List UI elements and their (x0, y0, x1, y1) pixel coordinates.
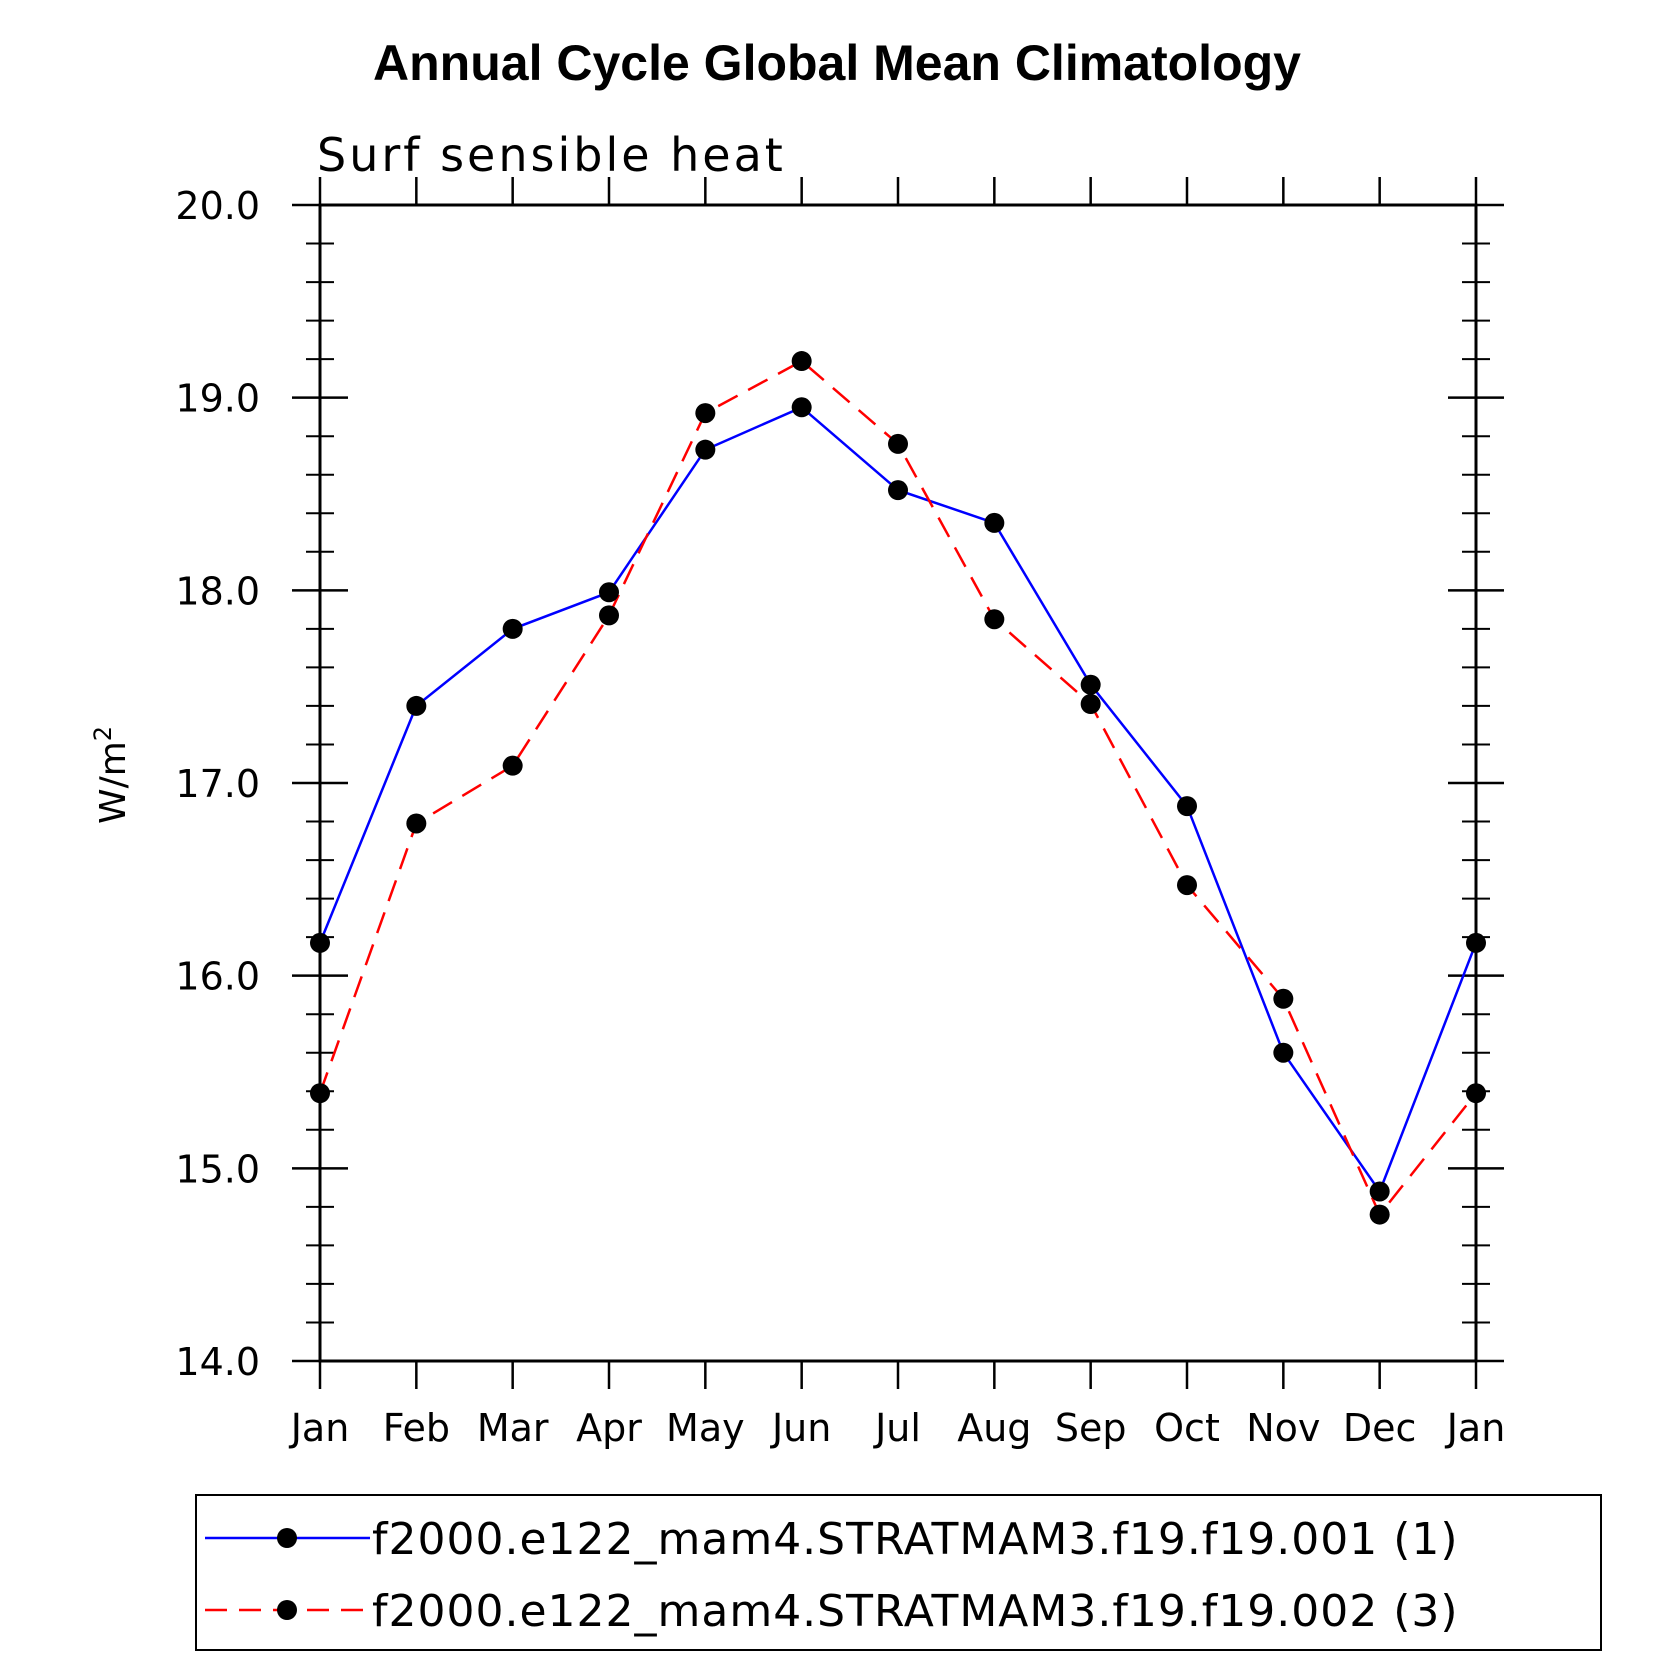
series-1-point (599, 582, 619, 603)
x-tick-label: Jan (289, 1406, 350, 1450)
series-1-point (1080, 674, 1101, 695)
svg-text:W/m2: W/m2 (89, 726, 134, 824)
series-1-point (1177, 796, 1197, 817)
y-tick-label: 15.0 (175, 1147, 260, 1191)
series-1-point (695, 439, 716, 460)
legend-entry-1: f2000.e122_mam4.STRATMAM3.f19.f19.001 (1… (205, 1514, 1459, 1565)
legend-marker-2 (277, 1600, 297, 1620)
y-tick-label: 20.0 (175, 184, 260, 228)
series-2-point (1273, 988, 1294, 1009)
y-axis-label-text: W/m (93, 741, 134, 824)
series-2-point (888, 433, 908, 454)
x-tick-label: Aug (957, 1406, 1031, 1450)
series-1-point (310, 932, 330, 953)
y-tick-label: 18.0 (175, 569, 260, 613)
chart-title: Annual Cycle Global Mean Climatology (373, 35, 1301, 91)
legend-label-1: f2000.e122_mam4.STRATMAM3.f19.f19.001 (1… (372, 1514, 1459, 1565)
series-1-point (1466, 932, 1486, 953)
x-tick-labels: Jan Feb Mar Apr May Jun Jul Aug Sep Oct Nov Dec Jan (289, 1406, 1506, 1450)
series-1-point (1369, 1181, 1390, 1202)
x-tick-label: Apr (576, 1406, 642, 1450)
series-1-point (1273, 1042, 1294, 1063)
series-1-point (791, 397, 812, 418)
y-tick-label: 17.0 (175, 762, 260, 806)
chart-subtitle: Surf sensible heat (317, 128, 786, 182)
series-1-point (888, 480, 908, 501)
series-2-point (1369, 1204, 1390, 1225)
legend-marker-1 (277, 1528, 297, 1548)
y-tick-labels: 14.0 15.0 16.0 17.0 18.0 19.0 20.0 (175, 184, 260, 1384)
y-tick-label: 14.0 (175, 1340, 260, 1384)
legend-label-2: f2000.e122_mam4.STRATMAM3.f19.f19.002 (3… (372, 1586, 1459, 1637)
x-tick-label: Sep (1055, 1406, 1127, 1450)
series-points (310, 351, 1486, 1225)
series-1-point (406, 695, 427, 716)
series-2-point (406, 813, 427, 834)
x-tick-label: May (666, 1406, 745, 1450)
plot-frame (318, 203, 1478, 1363)
x-tick-label: Jan (1445, 1406, 1506, 1450)
series-2-point (984, 609, 1005, 630)
x-tick-label: Mar (477, 1406, 549, 1450)
series-1-point (984, 512, 1005, 533)
series-line-1 (318, 405, 1478, 1195)
series-2-point (599, 605, 619, 626)
series-2-point (310, 1083, 330, 1104)
legend-box (195, 1494, 1602, 1651)
series-2-point (1466, 1083, 1486, 1104)
x-tick-label: Oct (1154, 1406, 1220, 1450)
y-tick-label: 16.0 (175, 955, 260, 999)
series-2-point (695, 403, 716, 424)
y-axis-label: W/m2 (89, 726, 134, 824)
legend-entry-2: f2000.e122_mam4.STRATMAM3.f19.f19.002 (3… (205, 1586, 1459, 1637)
x-tick-label: Dec (1343, 1406, 1417, 1450)
x-tick-label: Feb (383, 1406, 450, 1450)
y-tick-label: 19.0 (175, 377, 260, 421)
series-1-point (502, 618, 523, 639)
x-tick-label: Jul (873, 1406, 921, 1450)
axis-ticks (292, 177, 1504, 1389)
series-2-point (791, 351, 812, 372)
series-2-point (1177, 875, 1197, 896)
series-2-point (502, 755, 523, 776)
x-tick-label: Nov (1246, 1406, 1320, 1450)
series-2-point (1080, 694, 1101, 715)
x-tick-label: Jun (770, 1406, 831, 1450)
y-axis-label-superscript: 2 (89, 726, 117, 741)
